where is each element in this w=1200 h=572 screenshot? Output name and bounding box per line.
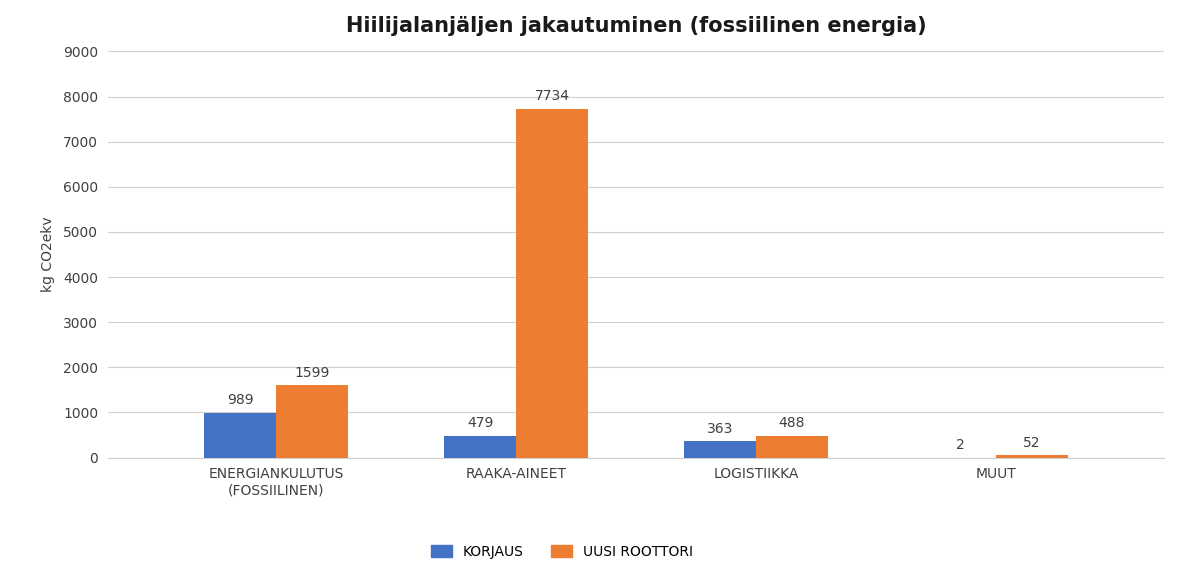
Text: 2: 2 [955,438,965,452]
Text: 363: 363 [707,422,733,436]
Bar [996,455,1068,458]
Bar [516,109,588,458]
Bar [684,441,756,458]
Bar [276,386,348,458]
Text: 7734: 7734 [534,89,570,103]
Bar [204,413,276,458]
Title: Hiilijalanjäljen jakautuminen (fossiilinen energia): Hiilijalanjäljen jakautuminen (fossiilin… [346,16,926,36]
Legend: KORJAUS, UUSI ROOTTORI: KORJAUS, UUSI ROOTTORI [425,539,698,565]
Y-axis label: kg CO2ekv: kg CO2ekv [41,217,55,292]
Text: 1599: 1599 [294,366,330,380]
Text: 488: 488 [779,416,805,430]
Text: 479: 479 [467,416,493,430]
Text: 989: 989 [227,394,253,407]
Bar [756,436,828,458]
Text: 52: 52 [1024,436,1040,450]
Bar [444,436,516,458]
